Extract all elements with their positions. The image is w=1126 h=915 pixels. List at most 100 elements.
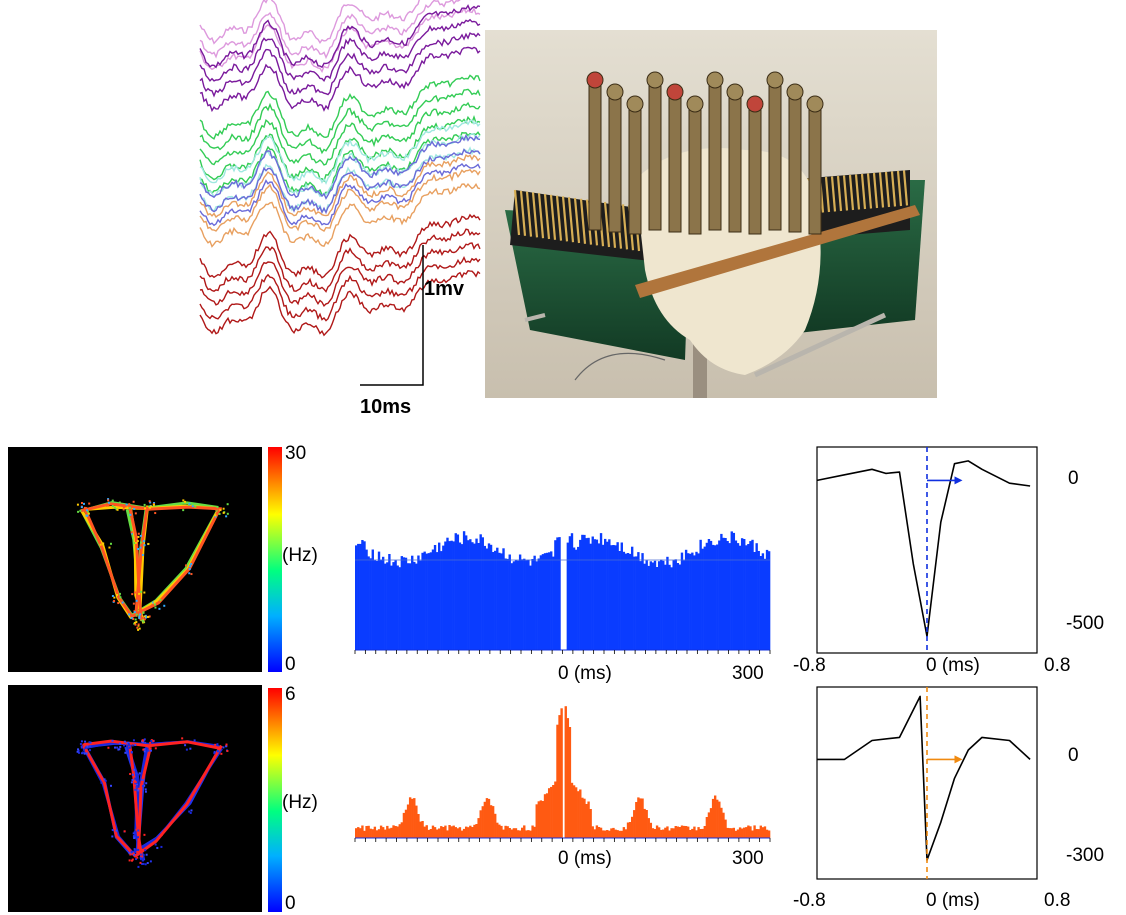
rate-pixel	[135, 539, 138, 542]
rate-pixel	[152, 740, 155, 743]
hist-bar	[363, 541, 366, 650]
rate-pixel	[225, 745, 228, 748]
rate-pixel	[132, 739, 135, 742]
hist-bar	[701, 548, 704, 650]
rate-pixel	[138, 772, 141, 775]
hist-bar	[394, 560, 397, 650]
rate-pixel	[113, 506, 116, 509]
hist-bar	[400, 556, 404, 650]
drive-screw	[688, 103, 702, 235]
hist-bar	[570, 782, 574, 838]
wave1-ybottom: -500	[1066, 613, 1105, 634]
hist-bar	[693, 826, 696, 838]
rate-pixel	[132, 602, 135, 605]
rate-pixel	[190, 573, 193, 576]
rate-pixel	[160, 845, 163, 848]
hist-bar	[668, 830, 671, 838]
rate-pixel	[190, 563, 193, 566]
lfp-trace	[199, 242, 481, 308]
hist-bar	[637, 552, 640, 650]
rate-pixel	[87, 512, 90, 515]
hist-bar	[438, 828, 441, 838]
hist-bar	[502, 829, 505, 838]
hist-bar	[761, 553, 765, 650]
rate-pixel	[134, 618, 137, 621]
hist-bar	[732, 532, 736, 650]
colorbar-1-min: 0	[285, 654, 296, 675]
hist-bar	[633, 556, 636, 650]
rate-pixel	[141, 739, 144, 742]
hist-bar	[402, 812, 406, 838]
connector-pin	[842, 175, 849, 211]
rate-pixel	[143, 615, 146, 618]
hist-bar	[381, 827, 385, 838]
wave1-xmid: 0 (ms)	[926, 655, 980, 676]
hist-bar	[458, 827, 462, 838]
hist-bar	[724, 819, 727, 838]
hist-bar	[641, 798, 644, 838]
trajectory	[80, 508, 220, 619]
spike-waveform-2	[816, 686, 1038, 880]
rate-pixel	[185, 748, 188, 751]
hist-bar	[587, 537, 590, 650]
scale-time-label: 10ms	[360, 396, 412, 418]
rate-pixel	[147, 745, 150, 748]
hist-bar	[716, 544, 719, 650]
rate-pixel	[76, 503, 79, 506]
hist-bar	[506, 826, 509, 838]
rate-pixel	[137, 865, 140, 868]
drive-screw	[768, 79, 782, 231]
lfp-trace	[199, 270, 481, 337]
hist-bar	[525, 560, 528, 650]
hist-bar	[390, 827, 393, 838]
hist-bar	[589, 809, 592, 838]
hist-bar	[653, 560, 657, 650]
hist-bar	[531, 559, 534, 650]
screw-head	[626, 95, 644, 113]
hist-bar	[711, 798, 715, 838]
rate-pixel	[137, 787, 140, 790]
rate-pixel	[138, 617, 141, 620]
hist-bar	[552, 556, 555, 650]
hist-bar	[452, 541, 455, 650]
hist-bar	[384, 563, 387, 650]
hist-bar	[535, 804, 538, 838]
rate-pixel	[218, 512, 221, 515]
rate-pixel	[104, 779, 107, 782]
rate-pixel	[160, 834, 163, 837]
hist-bar	[684, 549, 688, 650]
rate-pixel	[78, 751, 81, 754]
connector-pin	[878, 172, 885, 208]
hist-bar	[616, 542, 619, 650]
hist-bar	[624, 829, 628, 838]
hist-bar	[747, 825, 750, 838]
hist-bar	[612, 545, 615, 650]
rate-pixel	[122, 508, 125, 511]
hist-bar	[494, 813, 497, 838]
rate-pixel	[143, 784, 146, 787]
screw-head	[586, 71, 604, 89]
arrow-head	[954, 476, 963, 485]
lfp-trace	[199, 74, 481, 140]
rate-pixel	[220, 752, 223, 755]
rate-pixel	[79, 509, 82, 512]
rate-pixel	[107, 746, 110, 749]
hist-bar	[612, 827, 615, 838]
hist-bar	[678, 827, 682, 838]
hist-bar	[373, 560, 377, 650]
rate-pixel	[111, 505, 114, 508]
rate-pixel	[82, 751, 85, 754]
colorbar-2-min: 0	[285, 893, 296, 914]
rate-pixel	[86, 510, 89, 513]
hist-bar	[467, 540, 470, 650]
hist-bar	[386, 825, 389, 838]
hist-bar	[577, 791, 580, 838]
rate-pixel	[135, 621, 138, 624]
hist-bar	[705, 542, 709, 650]
hist-bar	[504, 825, 507, 838]
hist-bar	[371, 829, 374, 838]
hist-bar	[637, 797, 640, 838]
rate-pixel	[143, 833, 146, 836]
hist-bar	[392, 562, 395, 650]
hist-bar	[664, 564, 667, 650]
